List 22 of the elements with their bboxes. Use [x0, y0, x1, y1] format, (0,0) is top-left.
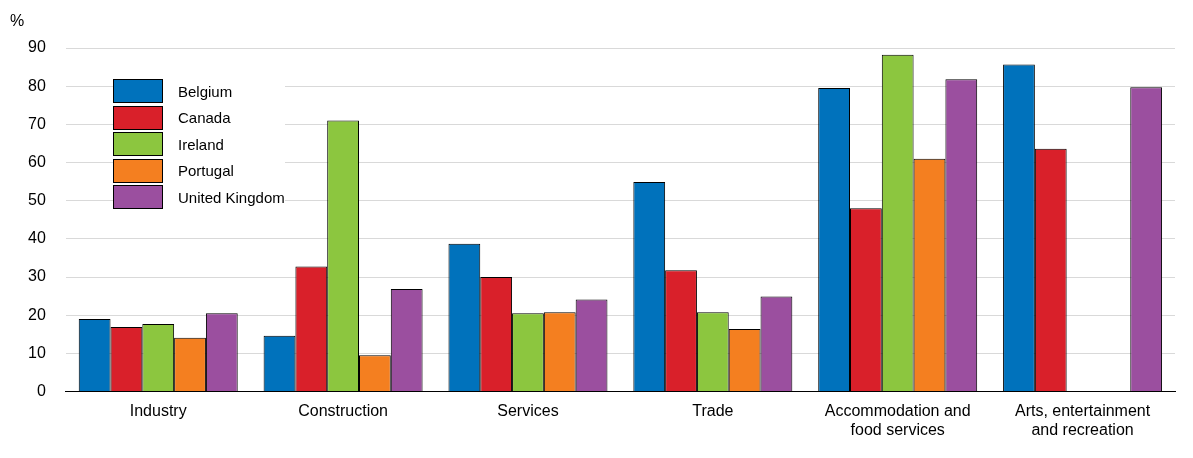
- legend-label: Portugal: [178, 162, 234, 180]
- y-tick-label: 0: [36, 382, 46, 400]
- legend-label: Ireland: [178, 135, 224, 153]
- y-tick-label: 80: [28, 76, 46, 94]
- y-tick-label: 30: [28, 267, 46, 285]
- y-tick-label: 70: [28, 114, 46, 132]
- x-tick-label: Services: [497, 401, 559, 419]
- x-tick-label: Construction: [298, 401, 389, 419]
- y-tick-label: 50: [28, 191, 46, 209]
- x-tick-label: Accommodation and food services: [824, 401, 971, 438]
- x-tick-label: Trade: [692, 401, 734, 419]
- legend-label: Belgium: [178, 82, 233, 100]
- legend-label: United Kingdom: [178, 188, 285, 206]
- y-tick-label: 40: [28, 229, 46, 247]
- y-axis-title: %: [10, 12, 25, 30]
- x-tick-label: Arts, entertainment and recreation: [1014, 401, 1151, 438]
- y-tick-label: 90: [28, 38, 46, 56]
- y-tick-label: 10: [28, 343, 46, 361]
- legend-label: Canada: [178, 109, 231, 127]
- y-tick-label: 20: [28, 305, 46, 323]
- x-tick-label: Industry: [129, 401, 187, 419]
- y-tick-label: 60: [28, 152, 46, 170]
